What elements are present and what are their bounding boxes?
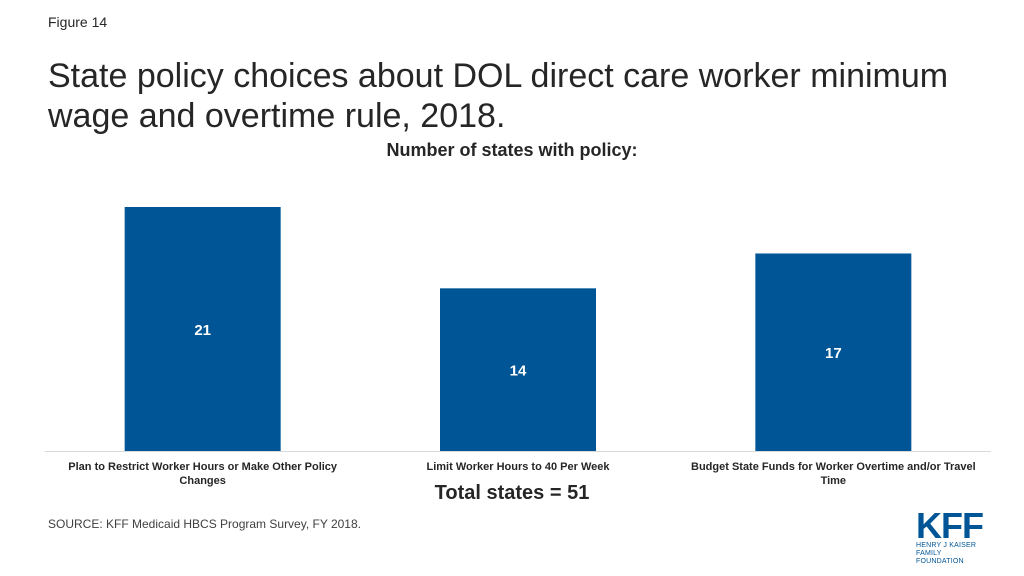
bar-2: [440, 288, 596, 451]
category-label-3: Budget State Funds for Worker Overtime a…: [691, 461, 976, 487]
figure-label: Figure 14: [48, 14, 108, 30]
kff-logo-line1: HENRY J KAISER: [916, 542, 977, 549]
data-label-3: 17: [825, 345, 842, 362]
data-label-2: 14: [510, 363, 527, 380]
chart-title: State policy choices about DOL direct ca…: [48, 57, 949, 135]
total-states-note: Total states = 51: [434, 482, 590, 504]
kff-logo: KFF HENRY J KAISER FAMILY FOUNDATION: [916, 505, 988, 566]
kff-logo-line2: FAMILY FOUNDATION: [916, 550, 964, 565]
data-label-1: 21: [194, 322, 211, 339]
kff-logo-mark: KFF: [916, 505, 984, 546]
source-note: SOURCE: KFF Medicaid HBCS Program Survey…: [48, 517, 361, 531]
category-label-1: Plan to Restrict Worker Hours or Make Ot…: [68, 461, 338, 487]
category-label-2: Limit Worker Hours to 40 Per Week: [427, 461, 611, 473]
bar-1: [124, 207, 281, 451]
bar-3: [755, 253, 912, 451]
chart-subtitle: Number of states with policy:: [386, 140, 638, 160]
